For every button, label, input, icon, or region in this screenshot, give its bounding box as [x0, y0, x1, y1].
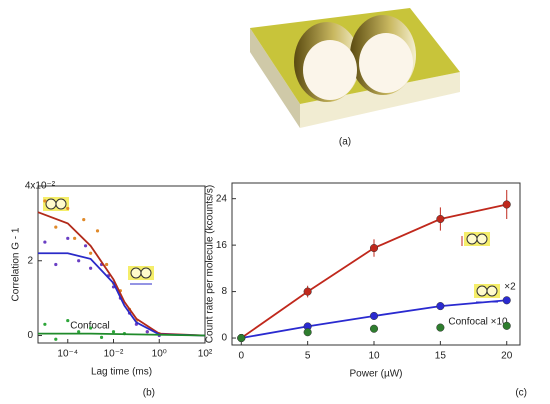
- data-point: [73, 236, 77, 240]
- aperture-right-floor: [359, 33, 413, 93]
- data-point: [502, 200, 511, 209]
- icon-dual-aperture: [43, 197, 500, 303]
- data-point: [66, 236, 70, 240]
- data-point: [111, 330, 116, 334]
- data-point: [54, 262, 58, 267]
- plot-frame: [37, 185, 206, 344]
- data-point: [66, 318, 70, 323]
- data-point: [83, 244, 88, 248]
- data-point: [369, 311, 379, 321]
- y-tick-label: 2: [27, 255, 33, 266]
- y-tick-label: 16: [216, 240, 228, 251]
- y-tick-label: 24: [216, 193, 228, 204]
- x-tick-label: 10²: [198, 349, 213, 360]
- data-point: [369, 324, 379, 333]
- data-point: [502, 321, 511, 330]
- x-axis-label: Power (µW): [350, 369, 403, 380]
- aperture-left-floor: [303, 40, 357, 100]
- data-point: [54, 337, 58, 341]
- annotation: ×2: [504, 282, 516, 293]
- y-axis-label: Correlation G - 1: [11, 227, 22, 301]
- y-axis-label: Count rate per molecule (kcounts/s): [205, 185, 216, 343]
- y-tick-label: 4x10⁻²: [25, 181, 56, 192]
- plot-frame: [231, 182, 521, 346]
- x-tick-label: 10⁻²: [104, 349, 124, 360]
- data-point: [66, 206, 70, 211]
- nanoaperture-illustration: [250, 8, 460, 128]
- annotation: Confocal ×10: [448, 317, 508, 328]
- data-point: [145, 330, 149, 334]
- data-point: [436, 302, 445, 311]
- data-point: [43, 322, 47, 326]
- x-tick-label: 15: [435, 351, 447, 362]
- y-tick-label: 0: [27, 330, 33, 341]
- data-point: [89, 251, 93, 255]
- x-tick-label: 0: [239, 351, 245, 362]
- data-point: [82, 218, 86, 222]
- data-point: [89, 326, 93, 330]
- fit-line: [37, 211, 206, 337]
- data-point: [43, 199, 47, 203]
- data-point: [303, 287, 312, 296]
- data-point: [54, 225, 58, 229]
- y-tick-label: 0: [221, 333, 227, 344]
- block-left-face: [250, 28, 300, 128]
- x-tick-label: 10⁰: [152, 349, 167, 360]
- x-tick-label: 10: [368, 351, 380, 362]
- data-point: [436, 214, 445, 224]
- data-point: [43, 240, 47, 244]
- data-point: [436, 323, 445, 332]
- y-tick-label: 8: [221, 286, 227, 297]
- data-point: [77, 330, 81, 334]
- x-tick-label: 10⁻⁴: [57, 349, 78, 360]
- x-tick-label: 20: [501, 351, 513, 362]
- data-point: [95, 229, 100, 233]
- panel-label: (b): [143, 388, 155, 399]
- fit-line: [38, 332, 206, 337]
- data-point: [502, 296, 511, 305]
- data-point: [237, 333, 246, 343]
- block-front-face: [300, 72, 460, 128]
- x-tick-label: 5: [305, 351, 311, 362]
- fit-line: [38, 252, 206, 337]
- data-point: [303, 328, 312, 337]
- data-point: [89, 266, 93, 270]
- data-point: [99, 335, 104, 339]
- annotation: Confocal: [70, 321, 109, 332]
- data-point: [369, 243, 379, 253]
- data-point: [105, 262, 109, 267]
- x-axis-label: Lag time (ms): [91, 367, 152, 378]
- panel-label: (c): [515, 388, 527, 399]
- panel-label: (a): [339, 137, 351, 148]
- data-point: [77, 259, 81, 263]
